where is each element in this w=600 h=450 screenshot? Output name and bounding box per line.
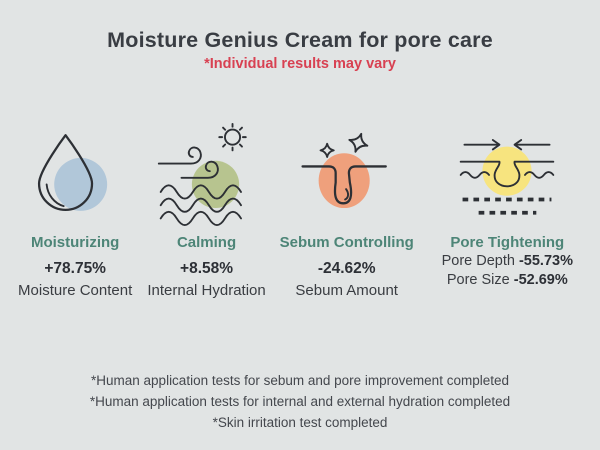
wind-waves-sun-icon [152,114,262,226]
feature-label: Moisturizing [30,234,120,251]
feature-value: +78.75% [44,260,106,277]
feature-pore-tightening: Pore Tightening Pore Depth -55.73% Pore … [423,114,592,300]
feature-calming: Calming +8.58% Internal Hydration [142,114,270,300]
metric-value: -55.73% [518,253,573,269]
footnote-line: *Human application tests for internal an… [89,394,511,409]
feature-row: Moisturizing +78.75% Moisture Content [8,114,592,300]
header: Moisture Genius Cream for pore care *Ind… [0,0,600,74]
feature-value: +8.58% [180,260,234,277]
metric-pore-depth: Pore Depth -55.73% [442,252,573,271]
metric-value: -52.69% [513,272,568,288]
water-drop-icon [20,114,130,226]
feature-label: Sebum Controlling [279,234,414,251]
metric-name: Pore Depth [441,253,515,269]
accent-circle [54,157,108,211]
accent-circle [191,160,239,209]
feature-sebum-controlling: Sebum Controlling -24.62% Sebum Amount [271,114,423,300]
page-title: Moisture Genius Cream for pore care [107,28,493,52]
feature-moisturizing: Moisturizing +78.75% Moisture Content [8,114,142,300]
footnote-line: *Human application tests for sebum and p… [91,373,509,388]
feature-description: Sebum Amount [295,282,398,299]
footnote-line: *Skin irritation test completed [212,415,388,430]
results-disclaimer: *Individual results may vary [204,56,396,72]
feature-label: Pore Tightening [450,234,565,251]
metric-name: Pore Size [446,272,510,288]
metric-pore-size: Pore Size -52.69% [447,271,568,290]
pore-tightening-icon [452,114,562,226]
feature-label: Calming [176,234,237,251]
feature-value: -24.62% [317,260,376,277]
pore-sparkle-icon [292,114,402,226]
feature-description: Internal Hydration [147,282,266,299]
feature-description: Moisture Content [18,282,133,299]
accent-circle [482,146,532,196]
accent-circle [318,153,370,209]
footnotes: *Human application tests for sebum and p… [0,370,600,433]
